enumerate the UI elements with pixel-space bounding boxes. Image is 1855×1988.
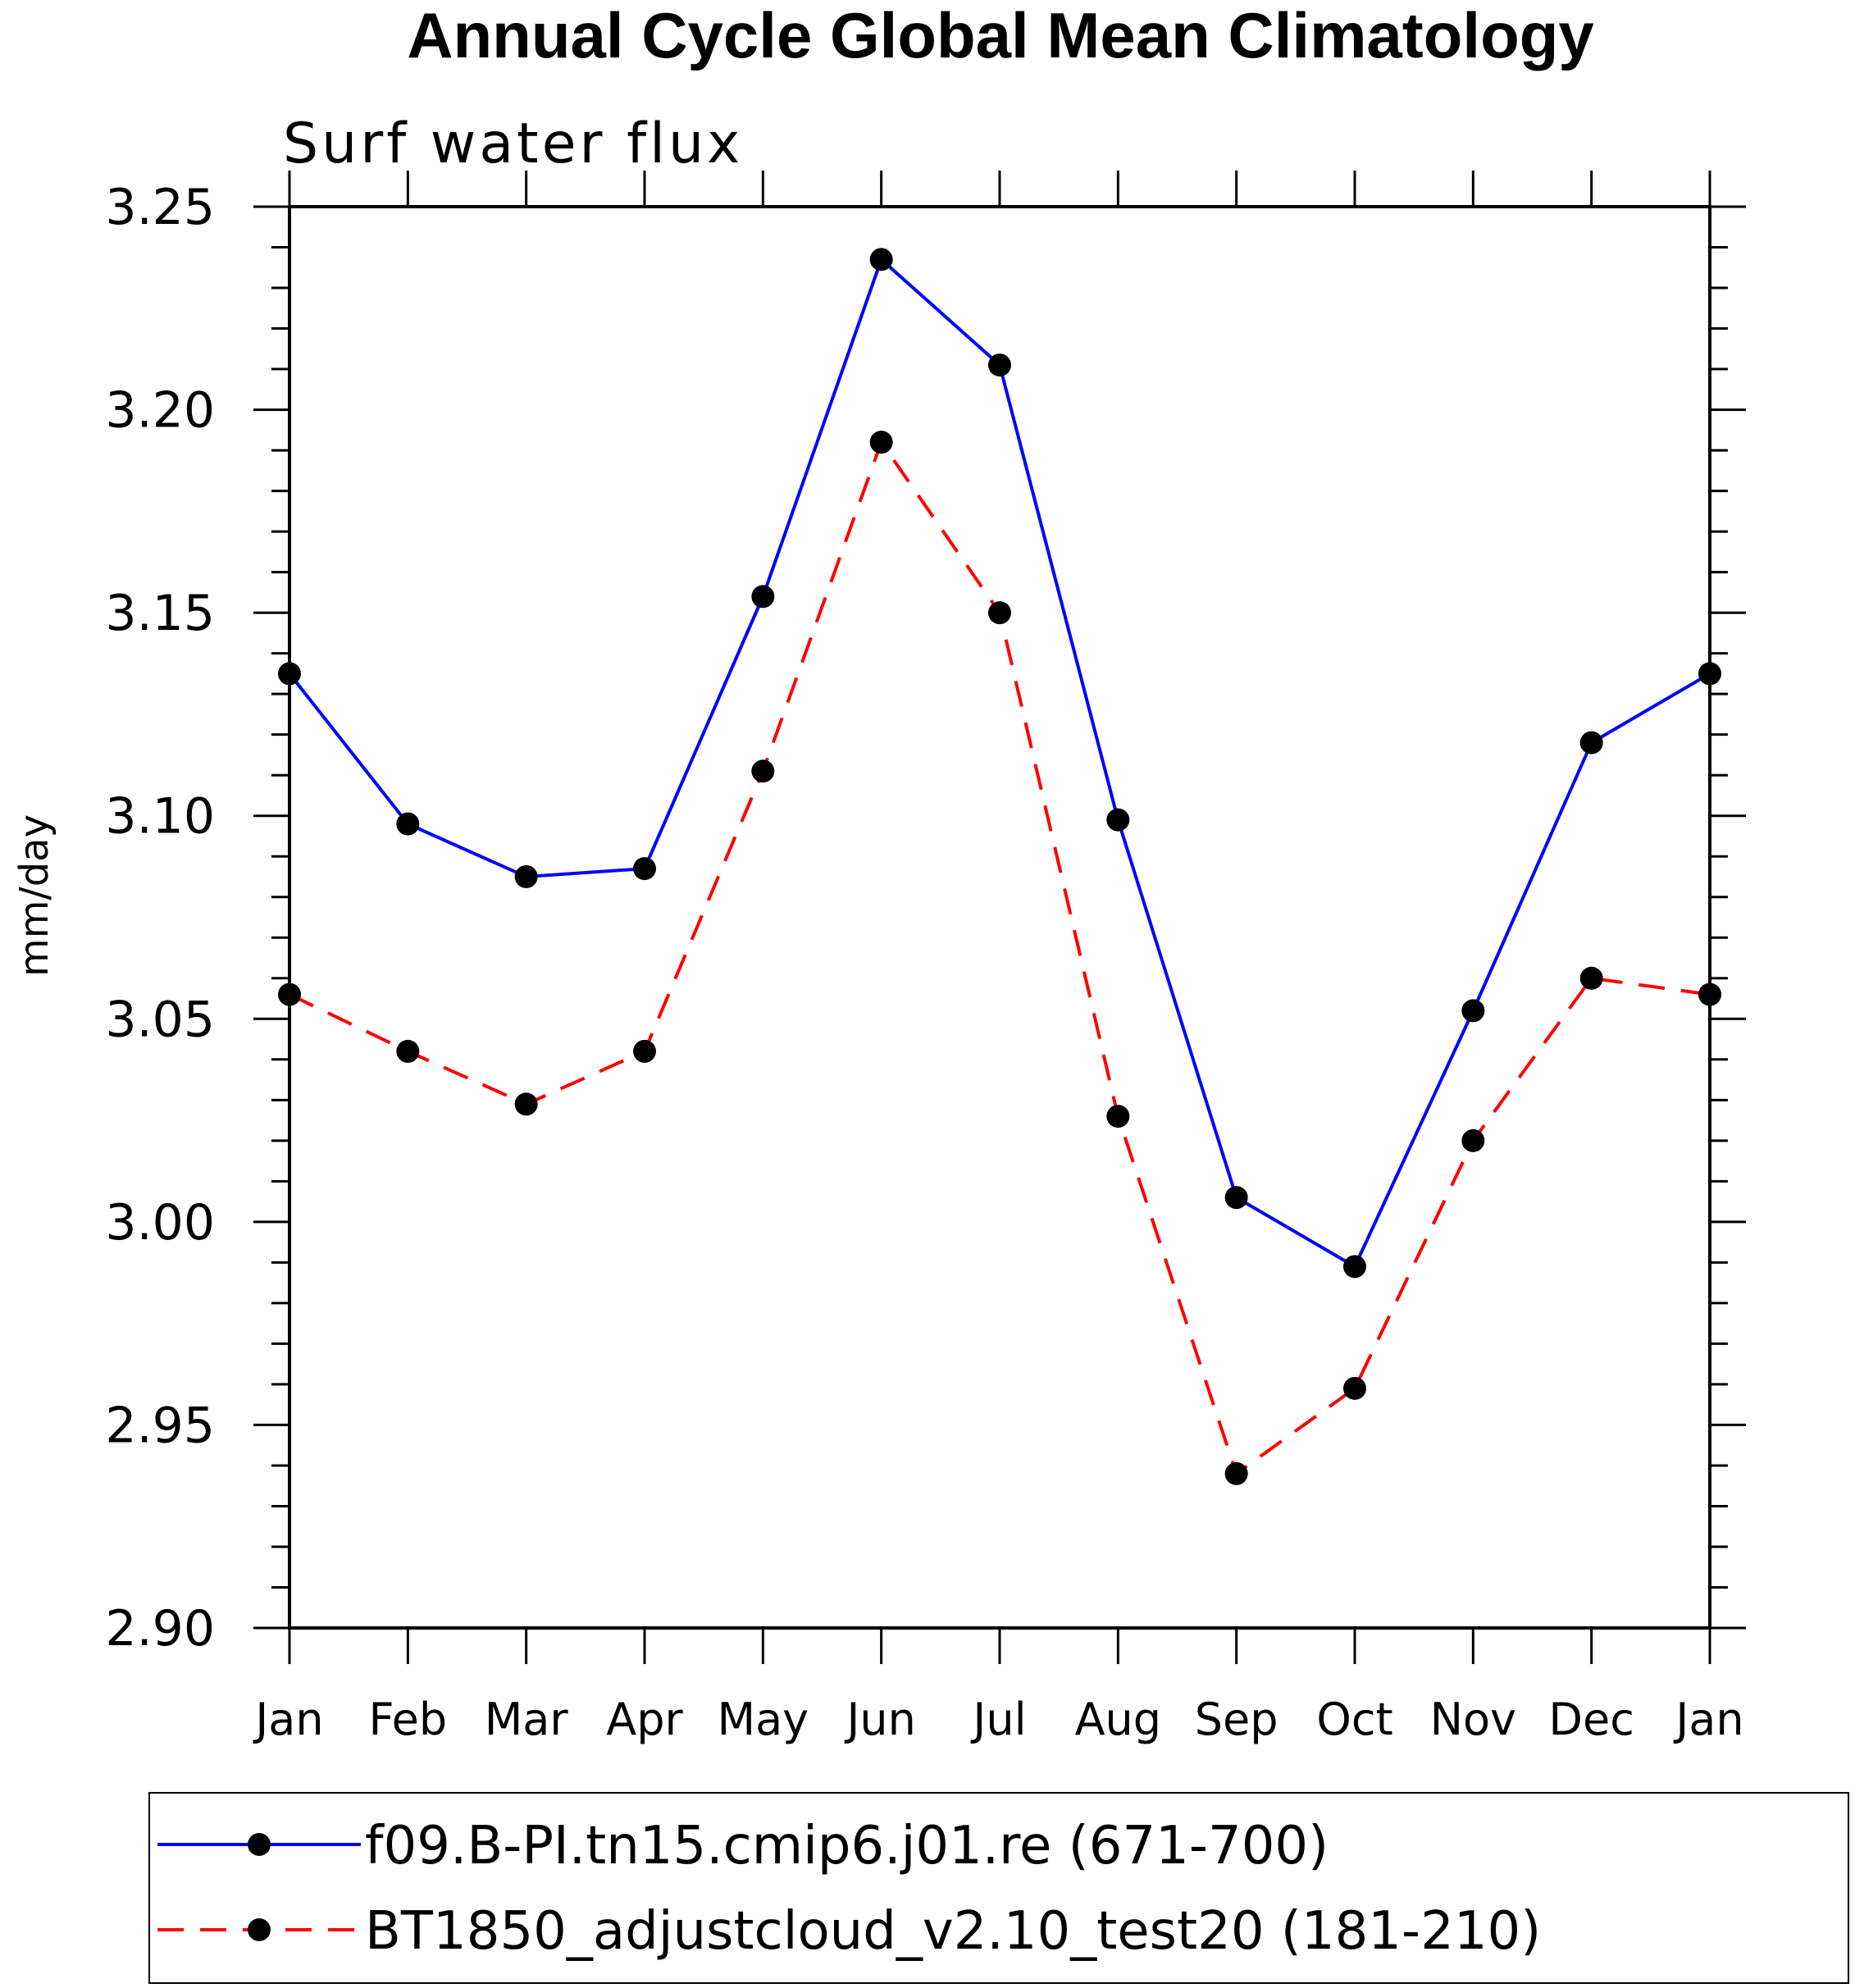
series-1-point	[988, 353, 1011, 377]
y-tick-label: 2.90	[105, 1600, 215, 1657]
x-tick-labels: Jan Feb Mar Apr May Jun Jul Aug Sep Oct Nov Dec Jan	[253, 1694, 1743, 1745]
x-tick-label: Mar	[485, 1694, 569, 1745]
series-1-point	[278, 662, 301, 686]
axes	[253, 171, 1746, 1664]
y-tick-labels: 2.90 2.95 3.00 3.05 3.10 3.15 3.20 3.25	[105, 179, 215, 1657]
series-2-point	[1224, 1461, 1248, 1485]
y-axis-label: mm/day	[11, 814, 57, 977]
y-tick-label: 3.05	[105, 991, 215, 1048]
y-tick-label: 3.10	[105, 788, 215, 846]
legend-label-series-2: BT1850_adjustcloud_v2.10_test20 (181-210…	[365, 1901, 1541, 1962]
series-2-point	[869, 431, 893, 454]
x-tick-label: Apr	[606, 1694, 683, 1745]
series-1-point	[514, 864, 538, 888]
series-2-point	[514, 1092, 538, 1116]
series-1-point	[396, 812, 420, 836]
y-tick-label: 3.20	[105, 382, 215, 440]
x-tick-label: Sep	[1195, 1694, 1278, 1745]
chart-title: Annual Cycle Global Mean Climatology	[407, 0, 1594, 71]
x-tick-label: Oct	[1316, 1694, 1392, 1745]
series-2-point	[1106, 1105, 1130, 1129]
series-2-point	[988, 601, 1011, 625]
x-tick-label: Jul	[970, 1694, 1026, 1745]
series-1-point	[1579, 731, 1603, 755]
series-1-point	[869, 248, 893, 271]
series-2-point	[1343, 1376, 1366, 1400]
y-tick-label: 3.00	[105, 1194, 215, 1252]
series-1-point	[1461, 999, 1485, 1023]
series-2-point	[1461, 1129, 1485, 1152]
x-tick-label: Jun	[844, 1694, 915, 1745]
x-tick-label: Aug	[1075, 1694, 1161, 1745]
series-2-point	[278, 983, 301, 1006]
series-1-point	[1224, 1186, 1248, 1210]
x-tick-label: Jan	[1673, 1694, 1743, 1745]
y-tick-label: 2.95	[105, 1397, 215, 1454]
series-line-1	[288, 256, 1711, 1270]
series-group	[278, 248, 1721, 1485]
series-1-point	[1343, 1255, 1366, 1279]
series-2-point	[396, 1039, 420, 1063]
series-2-point	[1579, 966, 1603, 990]
y-tick-label: 3.15	[105, 585, 215, 642]
x-tick-label: Jan	[253, 1694, 323, 1745]
series-1-point	[1698, 662, 1721, 686]
x-tick-label: Nov	[1430, 1694, 1516, 1745]
legend-marker-series-1	[248, 1833, 271, 1856]
x-tick-label: May	[718, 1694, 809, 1745]
x-tick-label: Dec	[1548, 1694, 1634, 1745]
legend: f09.B-PI.tn15.cmip6.j01.re (671-700) BT1…	[148, 1792, 1849, 1984]
series-1-point	[633, 857, 656, 881]
plot-frame	[288, 205, 1711, 1630]
series-2-point	[633, 1039, 656, 1063]
series-1-point	[1106, 808, 1130, 832]
x-tick-label: Feb	[369, 1694, 448, 1745]
series-2-point	[1698, 983, 1721, 1006]
y-tick-label: 3.25	[105, 179, 215, 236]
legend-box	[148, 1792, 1849, 1984]
chart-subtitle: Surf water flux	[283, 112, 743, 176]
legend-label-series-1: f09.B-PI.tn15.cmip6.j01.re (671-700)	[365, 1816, 1329, 1876]
series-1-point	[751, 585, 775, 609]
legend-marker-series-2	[248, 1918, 271, 1941]
series-2-point	[751, 759, 775, 783]
